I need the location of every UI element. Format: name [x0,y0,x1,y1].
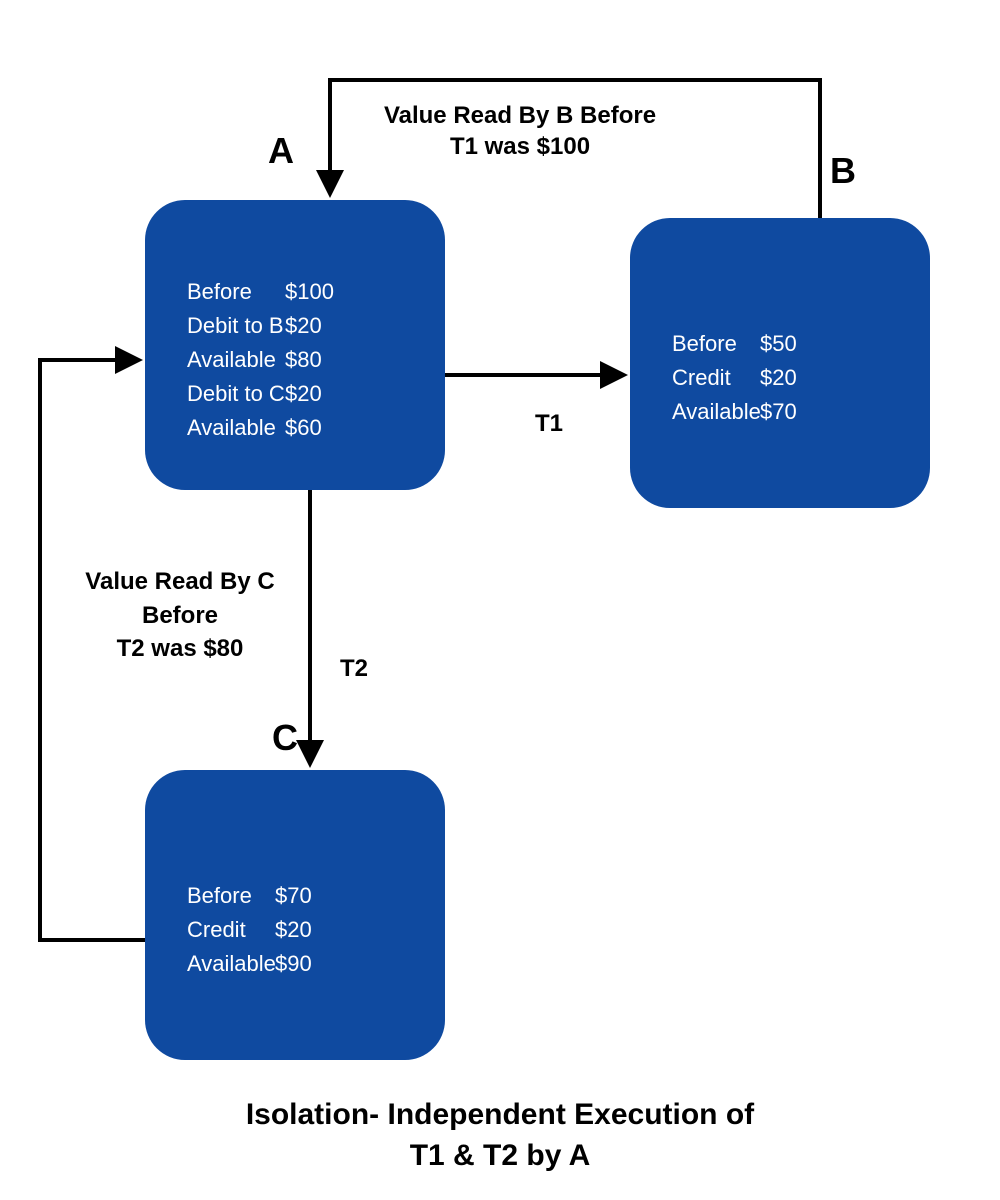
node-c-label: C [272,717,298,759]
node-row-label: Before [630,327,760,361]
node-row-value: $20 [760,361,797,395]
node-row-label: Before [145,879,275,913]
node-row-value: $90 [275,947,312,981]
edge-label-read-b: Value Read By B Before T1 was $100 [340,100,700,162]
caption-line2: T1 & T2 by A [410,1139,591,1172]
edge-read-c-line1: Value Read By C [85,568,274,595]
node-b: Before$50Credit$20Available$70 [630,218,930,508]
node-a-row: Available$60 [145,411,445,445]
node-row-label: Debit to B [145,309,285,343]
node-row-label: Credit [630,361,760,395]
node-a-row: Debit to C$20 [145,377,445,411]
node-a-row: Debit to B$20 [145,309,445,343]
node-a-row: Available$80 [145,343,445,377]
node-c-row: Credit$20 [145,913,445,947]
node-c-row: Available$90 [145,947,445,981]
diagram-caption: Isolation- Independent Execution of T1 &… [0,1095,1000,1176]
node-row-value: $100 [285,275,334,309]
node-a: Before$100Debit to B$20Available$80Debit… [145,200,445,490]
node-row-value: $80 [285,343,322,377]
node-a-label: A [268,130,294,172]
node-row-label: Available [145,411,285,445]
node-row-label: Available [145,343,285,377]
node-b-row: Credit$20 [630,361,930,395]
node-row-label: Credit [145,913,275,947]
diagram-canvas: A Before$100Debit to B$20Available$80Deb… [0,0,1000,1200]
node-row-label: Debit to C [145,377,285,411]
node-row-value: $70 [760,395,797,429]
edge-read-b-line1: Value Read By B Before [384,102,656,129]
node-row-value: $60 [285,411,322,445]
node-row-value: $20 [275,913,312,947]
edge-label-t1: T1 [535,410,563,438]
edge-read-b-line2: T1 was $100 [450,133,590,160]
edge-label-read-c: Value Read By C Before T2 was $80 [60,565,300,666]
node-b-label: B [830,150,856,192]
edge-label-t2: T2 [340,655,368,683]
node-row-label: Available [630,395,760,429]
edge-read-c-line3: T2 was $80 [117,635,244,662]
node-b-row: Available$70 [630,395,930,429]
node-row-value: $70 [275,879,312,913]
edge-read-c-line2: Before [142,602,218,629]
node-row-value: $20 [285,377,322,411]
node-b-row: Before$50 [630,327,930,361]
node-row-value: $20 [285,309,322,343]
node-row-value: $50 [760,327,797,361]
node-a-row: Before$100 [145,275,445,309]
node-c: Before$70Credit$20Available$90 [145,770,445,1060]
node-c-row: Before$70 [145,879,445,913]
caption-line1: Isolation- Independent Execution of [246,1098,754,1131]
node-row-label: Available [145,947,275,981]
node-row-label: Before [145,275,285,309]
